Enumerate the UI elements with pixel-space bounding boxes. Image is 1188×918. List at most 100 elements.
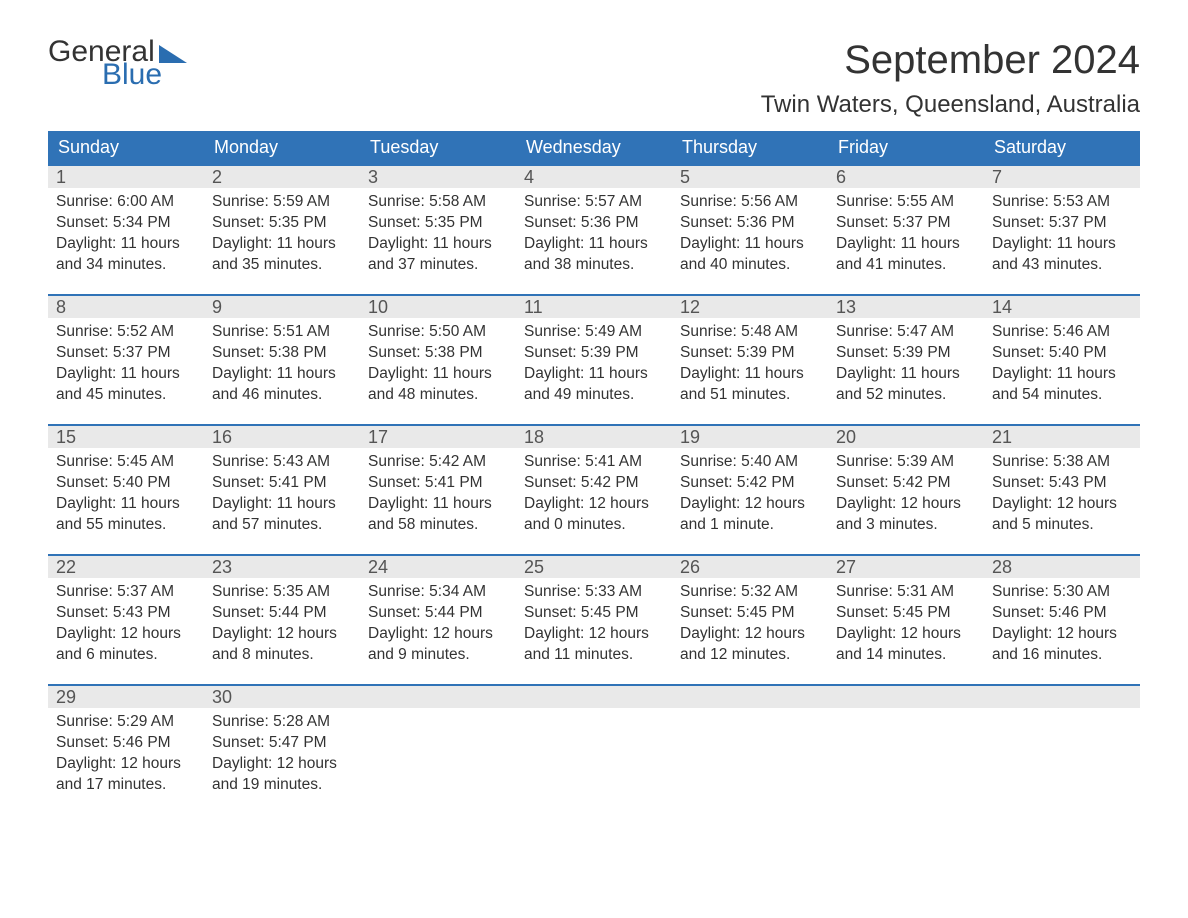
day-body <box>672 708 828 726</box>
day-body: Sunrise: 5:57 AMSunset: 5:36 PMDaylight:… <box>516 188 672 290</box>
day-dl2: and 52 minutes. <box>836 385 976 406</box>
day-sunset: Sunset: 5:39 PM <box>524 343 664 364</box>
day-sunset: Sunset: 5:39 PM <box>836 343 976 364</box>
day-dl1: Daylight: 12 hours <box>992 624 1132 645</box>
day-sunrise: Sunrise: 5:28 AM <box>212 712 352 733</box>
day-sunset: Sunset: 5:37 PM <box>56 343 196 364</box>
day-cell: 1Sunrise: 6:00 AMSunset: 5:34 PMDaylight… <box>48 166 204 294</box>
day-body: Sunrise: 5:28 AMSunset: 5:47 PMDaylight:… <box>204 708 360 810</box>
day-sunset: Sunset: 5:37 PM <box>992 213 1132 234</box>
day-number: 9 <box>204 296 360 318</box>
day-sunrise: Sunrise: 5:39 AM <box>836 452 976 473</box>
day-dl1: Daylight: 11 hours <box>56 494 196 515</box>
day-cell: 17Sunrise: 5:42 AMSunset: 5:41 PMDayligh… <box>360 426 516 554</box>
day-sunset: Sunset: 5:40 PM <box>992 343 1132 364</box>
day-cell: 12Sunrise: 5:48 AMSunset: 5:39 PMDayligh… <box>672 296 828 424</box>
day-number: 17 <box>360 426 516 448</box>
day-dl1: Daylight: 12 hours <box>212 624 352 645</box>
day-sunset: Sunset: 5:44 PM <box>212 603 352 624</box>
day-dl2: and 45 minutes. <box>56 385 196 406</box>
day-body: Sunrise: 5:42 AMSunset: 5:41 PMDaylight:… <box>360 448 516 550</box>
day-sunrise: Sunrise: 5:40 AM <box>680 452 820 473</box>
day-dl1: Daylight: 12 hours <box>212 754 352 775</box>
day-number: 13 <box>828 296 984 318</box>
day-number: 28 <box>984 556 1140 578</box>
day-cell: 22Sunrise: 5:37 AMSunset: 5:43 PMDayligh… <box>48 556 204 684</box>
day-sunrise: Sunrise: 5:59 AM <box>212 192 352 213</box>
day-cell: 7Sunrise: 5:53 AMSunset: 5:37 PMDaylight… <box>984 166 1140 294</box>
dayhead-wed: Wednesday <box>516 131 672 164</box>
day-cell: 4Sunrise: 5:57 AMSunset: 5:36 PMDaylight… <box>516 166 672 294</box>
location: Twin Waters, Queensland, Australia <box>761 91 1140 119</box>
day-dl1: Daylight: 11 hours <box>212 234 352 255</box>
day-dl1: Daylight: 11 hours <box>680 234 820 255</box>
day-sunrise: Sunrise: 6:00 AM <box>56 192 196 213</box>
day-sunset: Sunset: 5:45 PM <box>680 603 820 624</box>
day-dl1: Daylight: 12 hours <box>836 494 976 515</box>
day-sunrise: Sunrise: 5:55 AM <box>836 192 976 213</box>
day-number: 4 <box>516 166 672 188</box>
day-dl1: Daylight: 11 hours <box>56 234 196 255</box>
day-sunrise: Sunrise: 5:46 AM <box>992 322 1132 343</box>
day-body: Sunrise: 5:58 AMSunset: 5:35 PMDaylight:… <box>360 188 516 290</box>
day-number: 25 <box>516 556 672 578</box>
day-body: Sunrise: 5:56 AMSunset: 5:36 PMDaylight:… <box>672 188 828 290</box>
day-cell: 14Sunrise: 5:46 AMSunset: 5:40 PMDayligh… <box>984 296 1140 424</box>
day-cell: 18Sunrise: 5:41 AMSunset: 5:42 PMDayligh… <box>516 426 672 554</box>
day-cell: 8Sunrise: 5:52 AMSunset: 5:37 PMDaylight… <box>48 296 204 424</box>
day-sunrise: Sunrise: 5:49 AM <box>524 322 664 343</box>
day-sunrise: Sunrise: 5:31 AM <box>836 582 976 603</box>
day-cell: 23Sunrise: 5:35 AMSunset: 5:44 PMDayligh… <box>204 556 360 684</box>
day-dl1: Daylight: 12 hours <box>56 624 196 645</box>
day-dl1: Daylight: 12 hours <box>524 494 664 515</box>
dayhead-fri: Friday <box>828 131 984 164</box>
day-dl1: Daylight: 12 hours <box>680 624 820 645</box>
day-dl2: and 14 minutes. <box>836 645 976 666</box>
day-dl2: and 51 minutes. <box>680 385 820 406</box>
day-number: 15 <box>48 426 204 448</box>
day-number: 10 <box>360 296 516 318</box>
day-body: Sunrise: 5:45 AMSunset: 5:40 PMDaylight:… <box>48 448 204 550</box>
day-dl2: and 38 minutes. <box>524 255 664 276</box>
day-dl1: Daylight: 11 hours <box>368 364 508 385</box>
day-number: 18 <box>516 426 672 448</box>
day-number <box>516 686 672 708</box>
day-dl2: and 43 minutes. <box>992 255 1132 276</box>
day-sunset: Sunset: 5:39 PM <box>680 343 820 364</box>
dayhead-mon: Monday <box>204 131 360 164</box>
day-sunset: Sunset: 5:38 PM <box>212 343 352 364</box>
day-number: 12 <box>672 296 828 318</box>
day-number: 5 <box>672 166 828 188</box>
day-body: Sunrise: 5:38 AMSunset: 5:43 PMDaylight:… <box>984 448 1140 550</box>
day-number <box>672 686 828 708</box>
day-dl1: Daylight: 12 hours <box>836 624 976 645</box>
day-number: 16 <box>204 426 360 448</box>
day-sunrise: Sunrise: 5:45 AM <box>56 452 196 473</box>
day-cell: 27Sunrise: 5:31 AMSunset: 5:45 PMDayligh… <box>828 556 984 684</box>
day-dl2: and 34 minutes. <box>56 255 196 276</box>
day-dl2: and 3 minutes. <box>836 515 976 536</box>
day-header-row: Sunday Monday Tuesday Wednesday Thursday… <box>48 131 1140 164</box>
day-number <box>360 686 516 708</box>
day-sunset: Sunset: 5:47 PM <box>212 733 352 754</box>
week-row: 1Sunrise: 6:00 AMSunset: 5:34 PMDaylight… <box>48 164 1140 294</box>
day-body: Sunrise: 5:40 AMSunset: 5:42 PMDaylight:… <box>672 448 828 550</box>
week-row: 29Sunrise: 5:29 AMSunset: 5:46 PMDayligh… <box>48 684 1140 814</box>
day-number: 30 <box>204 686 360 708</box>
day-cell: 24Sunrise: 5:34 AMSunset: 5:44 PMDayligh… <box>360 556 516 684</box>
day-sunrise: Sunrise: 5:32 AM <box>680 582 820 603</box>
day-cell: 6Sunrise: 5:55 AMSunset: 5:37 PMDaylight… <box>828 166 984 294</box>
day-dl2: and 1 minute. <box>680 515 820 536</box>
day-dl1: Daylight: 11 hours <box>368 494 508 515</box>
dayhead-thu: Thursday <box>672 131 828 164</box>
day-cell: 3Sunrise: 5:58 AMSunset: 5:35 PMDaylight… <box>360 166 516 294</box>
day-sunset: Sunset: 5:44 PM <box>368 603 508 624</box>
day-sunset: Sunset: 5:36 PM <box>524 213 664 234</box>
day-dl2: and 11 minutes. <box>524 645 664 666</box>
day-sunrise: Sunrise: 5:30 AM <box>992 582 1132 603</box>
day-body: Sunrise: 5:50 AMSunset: 5:38 PMDaylight:… <box>360 318 516 420</box>
day-body: Sunrise: 5:51 AMSunset: 5:38 PMDaylight:… <box>204 318 360 420</box>
day-dl2: and 58 minutes. <box>368 515 508 536</box>
day-sunset: Sunset: 5:35 PM <box>212 213 352 234</box>
day-body: Sunrise: 5:46 AMSunset: 5:40 PMDaylight:… <box>984 318 1140 420</box>
